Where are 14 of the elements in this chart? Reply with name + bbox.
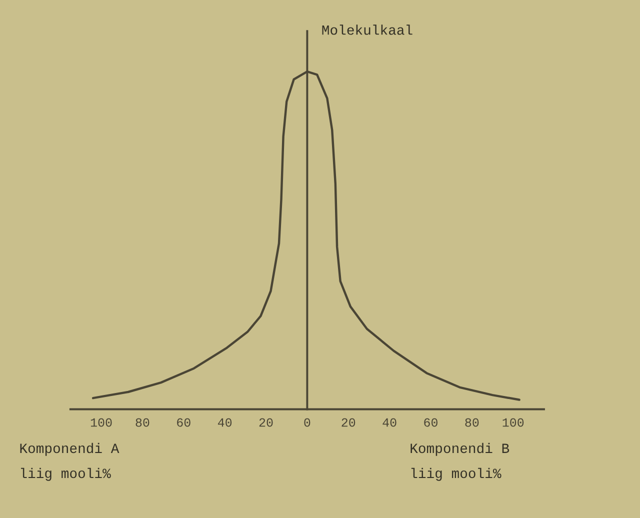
- x-tick-label: 0: [304, 418, 310, 427]
- x-tick-label: 60: [424, 418, 438, 427]
- y-axis-title: Molekulkaal: [322, 24, 412, 35]
- x-tick-label: 80: [465, 418, 479, 427]
- x-tick-label: 80: [136, 418, 150, 427]
- x-tick-label: 20: [259, 418, 273, 427]
- x-tick-label: 100: [502, 418, 524, 427]
- x-tick-label: 100: [90, 418, 112, 427]
- x-tick-label: 20: [342, 418, 356, 427]
- x-tick-label: 40: [218, 418, 232, 427]
- text: Komponendi A liig mooli%: [20, 442, 120, 481]
- text: Komponendi B liig mooli%: [410, 442, 510, 481]
- x-tick-label: 60: [177, 418, 190, 427]
- x-tick-label: 40: [382, 418, 396, 427]
